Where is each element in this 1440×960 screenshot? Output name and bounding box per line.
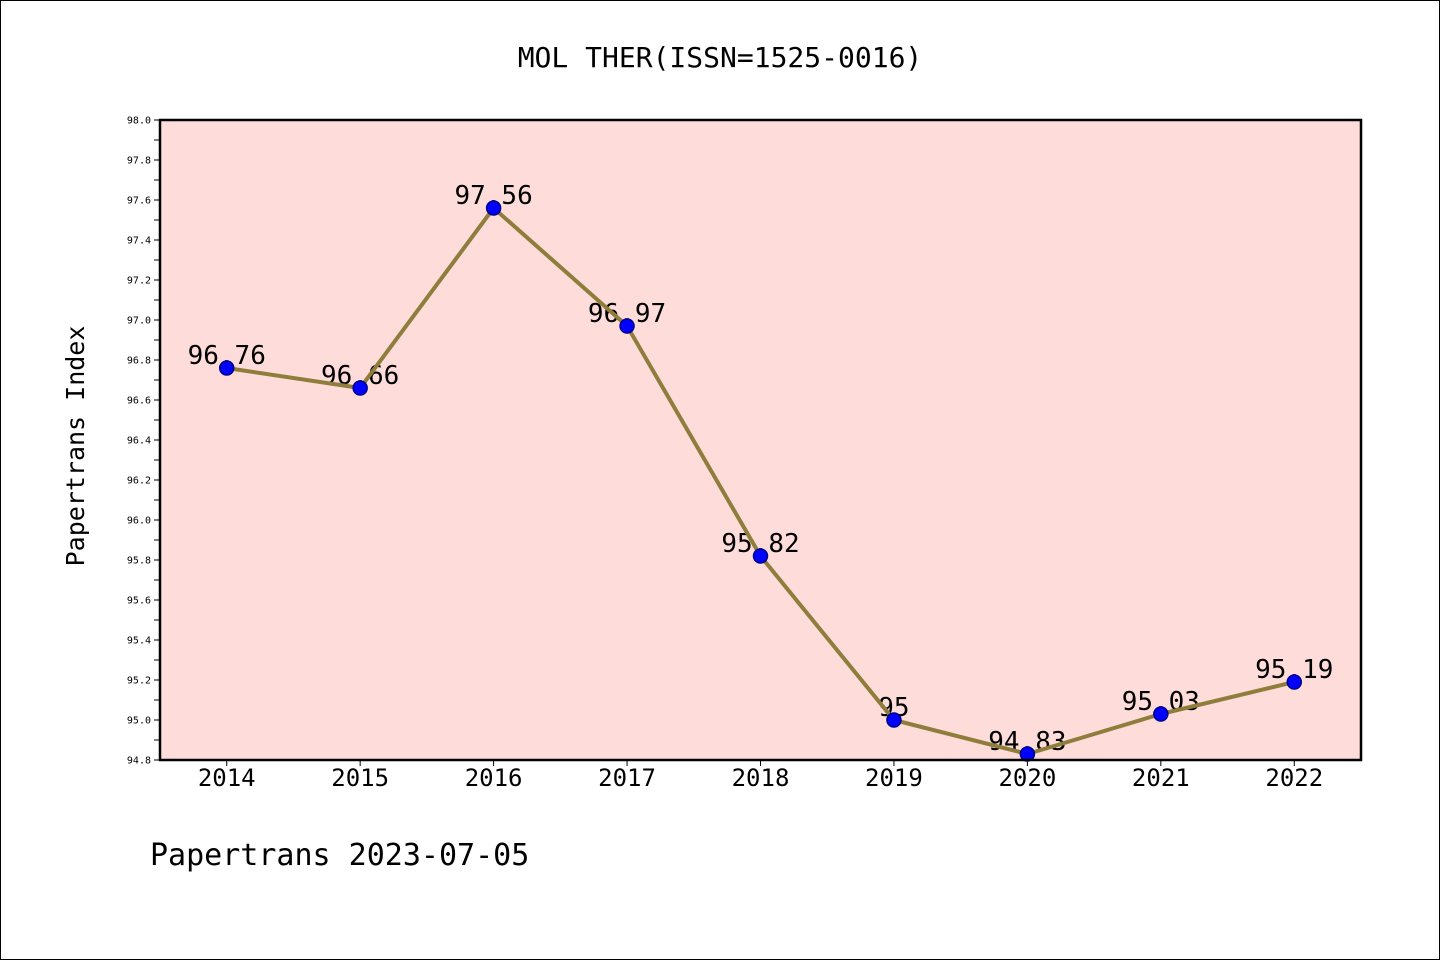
y-tick-label-95.8: 95.8 (127, 556, 151, 567)
y-axis-label: Papertrans Index (61, 326, 90, 567)
y-tick-label-95.4: 95.4 (127, 636, 151, 647)
y-tick-label-95.0: 95.0 (127, 716, 151, 727)
y-tick-label-94.8: 94.8 (127, 756, 151, 767)
y-tick-label-97.2: 97.2 (127, 276, 151, 287)
data-point-2018 (752, 548, 769, 564)
data-point-2015 (352, 380, 368, 396)
y-tick-label-97.4: 97.4 (127, 236, 151, 247)
x-tick-label-2020: 2020 (998, 764, 1056, 792)
x-tick-label-2022: 2022 (1265, 764, 1323, 792)
data-point-markers (218, 200, 1303, 762)
x-tick-label-2014: 2014 (198, 764, 256, 792)
y-tick-label-95.2: 95.2 (127, 676, 151, 687)
data-point-2022 (1286, 674, 1303, 690)
y-tick-label-95.6: 95.6 (127, 596, 151, 607)
x-axis-ticks: 2014 2015 2016 2017 2018 2019 2020 2021 2022 (198, 760, 1323, 792)
y-axis-ticks: 94.8 95.0 95.2 95.4 95.6 95.8 96.0 96.2 96.4 96.6… (127, 116, 160, 767)
y-tick-label-96.4: 96.4 (127, 436, 151, 447)
y-tick-label-97.0: 97.0 (127, 316, 151, 327)
x-tick-label-2018: 2018 (732, 764, 790, 792)
data-point-2016 (485, 200, 502, 216)
y-tick-label-96.6: 96.6 (127, 396, 151, 407)
x-tick-label-2019: 2019 (865, 764, 923, 792)
y-tick-label-97.8: 97.8 (127, 156, 151, 167)
plot-frame (158, 118, 1363, 762)
x-tick-label-2017: 2017 (598, 764, 656, 792)
x-tick-label-2016: 2016 (465, 764, 523, 792)
y-tick-label-96.2: 96.2 (127, 476, 151, 487)
footer-source-date: Papertrans 2023-07-05 (150, 838, 529, 873)
y-tick-label-96.8: 96.8 (127, 356, 151, 367)
data-point-2019 (886, 712, 902, 728)
x-tick-label-2015: 2015 (331, 764, 389, 792)
plot-area (160, 120, 1361, 760)
data-point-2021 (1153, 706, 1169, 722)
y-tick-label-97.6: 97.6 (127, 196, 151, 207)
chart-title: MOL THER(ISSN=1525-0016) (518, 41, 923, 74)
data-point-2014 (218, 360, 235, 376)
y-tick-label-98.0: 98.0 (127, 116, 151, 127)
y-tick-label-96.0: 96.0 (127, 516, 151, 527)
x-tick-label-2021: 2021 (1132, 764, 1190, 792)
data-point-2017 (619, 318, 635, 334)
